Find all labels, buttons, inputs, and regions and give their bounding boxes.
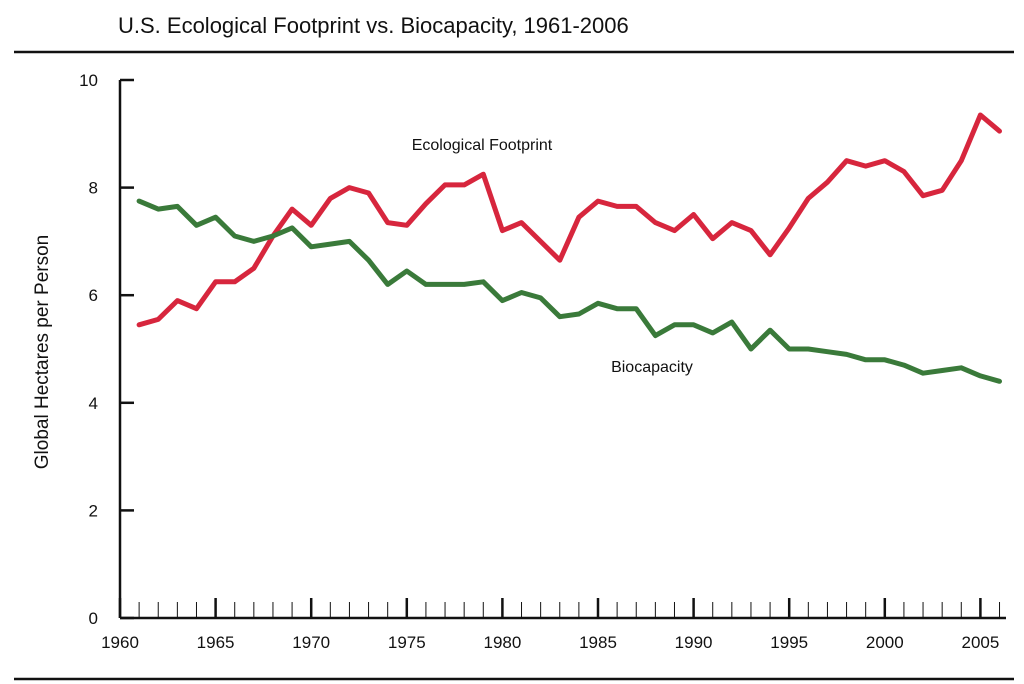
- x-tick-label: 1960: [101, 633, 139, 652]
- series-label-0: Ecological Footprint: [412, 137, 553, 154]
- x-tick-label: 1995: [770, 633, 808, 652]
- y-tick-label: 6: [89, 286, 98, 305]
- x-tick-label: 1970: [292, 633, 330, 652]
- x-tick-label: 1990: [675, 633, 713, 652]
- series-line-0: [136, 112, 1002, 328]
- y-tick-label: 8: [89, 179, 98, 198]
- axes: 0 2 4 6 8 10 1960 1965 1970 1975 1980 1985 1990 1995 2…: [79, 71, 1006, 652]
- y-tick-label: 0: [89, 609, 98, 628]
- y-tick-label: 4: [89, 394, 98, 413]
- chart-title: U.S. Ecological Footprint vs. Biocapacit…: [118, 13, 629, 38]
- y-tick-label: 10: [79, 71, 98, 90]
- x-tick-label: 2005: [961, 633, 999, 652]
- labels-layer: Ecological Footprint Biocapacity: [412, 137, 693, 376]
- x-tick-label: 1975: [388, 633, 426, 652]
- series-line-1: [136, 198, 1002, 384]
- y-axis-label: Global Hectares per Person: [32, 235, 53, 469]
- series-layer: [136, 112, 1002, 384]
- x-tick-label: 1965: [197, 633, 235, 652]
- series-label-1: Biocapacity: [611, 359, 693, 376]
- y-tick-label: 2: [89, 501, 98, 520]
- x-tick-label: 1985: [579, 633, 617, 652]
- x-tick-label: 2000: [866, 633, 904, 652]
- x-tick-label: 1980: [483, 633, 521, 652]
